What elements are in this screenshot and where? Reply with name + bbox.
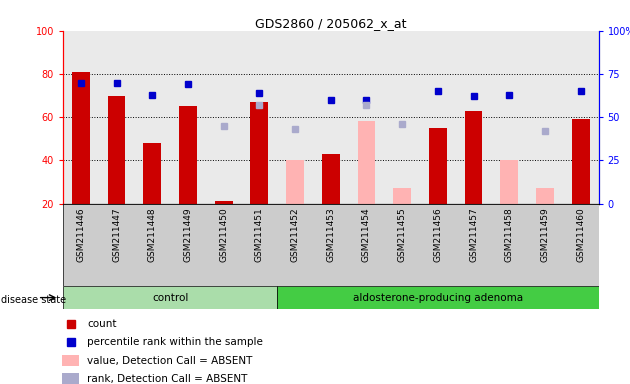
Bar: [277, 286, 598, 309]
Bar: [179, 106, 197, 204]
Bar: [491, 31, 527, 204]
Bar: [62, 373, 79, 384]
Text: GSM211447: GSM211447: [112, 208, 121, 262]
Text: GSM211450: GSM211450: [219, 208, 228, 262]
Bar: [99, 31, 134, 204]
Bar: [429, 128, 447, 204]
Text: aldosterone-producing adenoma: aldosterone-producing adenoma: [353, 293, 523, 303]
Bar: [62, 355, 79, 366]
Bar: [358, 121, 375, 204]
Bar: [500, 161, 518, 204]
Bar: [455, 31, 491, 204]
Text: GSM211458: GSM211458: [505, 208, 513, 262]
Bar: [563, 31, 598, 204]
Text: GSM211457: GSM211457: [469, 208, 478, 262]
Bar: [251, 102, 268, 204]
Text: GSM211448: GSM211448: [148, 208, 157, 262]
Text: control: control: [152, 293, 188, 303]
Text: GSM211455: GSM211455: [398, 208, 406, 262]
Bar: [134, 31, 170, 204]
Bar: [108, 96, 125, 204]
Text: percentile rank within the sample: percentile rank within the sample: [87, 338, 263, 348]
Bar: [72, 72, 90, 204]
Bar: [420, 31, 455, 204]
Text: GSM211459: GSM211459: [541, 208, 549, 262]
Text: disease state: disease state: [1, 295, 66, 305]
Bar: [170, 31, 206, 204]
Bar: [313, 31, 348, 204]
Text: GSM211453: GSM211453: [326, 208, 335, 262]
Text: GSM211454: GSM211454: [362, 208, 371, 262]
Bar: [277, 31, 313, 204]
Bar: [143, 143, 161, 204]
Title: GDS2860 / 205062_x_at: GDS2860 / 205062_x_at: [255, 17, 406, 30]
Text: GSM211446: GSM211446: [76, 208, 85, 262]
Bar: [286, 161, 304, 204]
Text: GSM211456: GSM211456: [433, 208, 442, 262]
Bar: [63, 31, 99, 204]
Text: GSM211449: GSM211449: [183, 208, 192, 262]
Text: value, Detection Call = ABSENT: value, Detection Call = ABSENT: [87, 356, 253, 366]
Text: count: count: [87, 319, 117, 329]
Bar: [63, 286, 277, 309]
Bar: [206, 31, 241, 204]
Bar: [348, 31, 384, 204]
Bar: [384, 31, 420, 204]
Text: GSM211452: GSM211452: [290, 208, 299, 262]
Bar: [63, 204, 598, 286]
Bar: [465, 111, 483, 204]
Text: GSM211451: GSM211451: [255, 208, 264, 262]
Bar: [536, 189, 554, 204]
Bar: [572, 119, 590, 204]
Text: rank, Detection Call = ABSENT: rank, Detection Call = ABSENT: [87, 374, 248, 384]
Text: GSM211460: GSM211460: [576, 208, 585, 262]
Bar: [322, 154, 340, 204]
Bar: [215, 201, 232, 204]
Bar: [393, 189, 411, 204]
Bar: [527, 31, 563, 204]
Bar: [241, 31, 277, 204]
